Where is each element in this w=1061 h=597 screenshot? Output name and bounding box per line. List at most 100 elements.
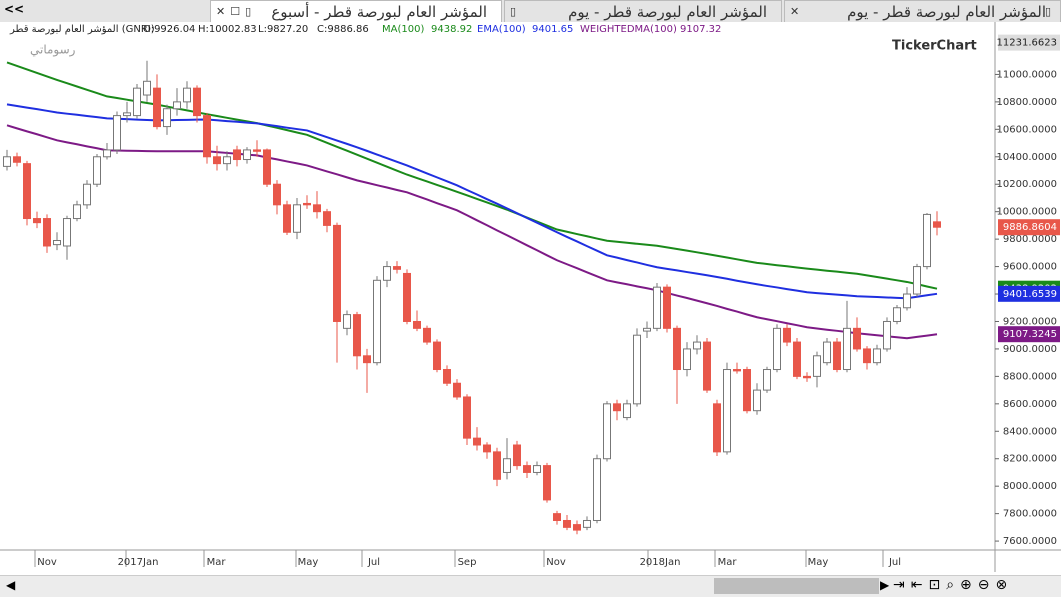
candle-body	[103, 149, 111, 158]
scroll-left[interactable]: ◀	[6, 578, 16, 592]
candle-body	[273, 183, 281, 206]
ohlc-value: O:9926.04	[143, 24, 195, 35]
candle-body	[363, 355, 371, 364]
chart: المؤشر العام لبورصة قطر (GNRI)O:9926.04 H…	[0, 22, 1061, 572]
collapse-button[interactable]: <<	[4, 2, 25, 16]
candle-body	[633, 334, 641, 405]
candle-body	[83, 183, 91, 206]
candle-body	[873, 348, 881, 364]
zoom-controls[interactable]: ⇥⇤⊡⌕⊕⊖⊗	[893, 577, 1014, 593]
tab[interactable]: المؤشر العام لبورصة قطر - يوم	[784, 0, 1061, 22]
candle-body	[233, 149, 241, 161]
candle-body	[113, 115, 121, 151]
candle-body	[453, 382, 461, 398]
tab[interactable]: المؤشر العام لبورصة قطر - أسبوع	[210, 0, 502, 22]
candle-body	[843, 327, 851, 371]
candle-body	[723, 369, 731, 453]
candle-body	[513, 444, 521, 467]
tab-controls[interactable]: ✕☐▯	[216, 5, 257, 18]
y-tick-label: 9800.0000	[1003, 234, 1057, 245]
ohlc-value: C:9886.86	[317, 24, 369, 35]
y-tick-label: 10200.0000	[997, 179, 1057, 190]
candle-body	[403, 272, 411, 322]
candle-body	[383, 266, 391, 281]
candle-body	[683, 348, 691, 371]
candle-body	[693, 341, 701, 350]
x-tick-label: Nov	[546, 557, 566, 568]
candle-body	[603, 403, 611, 460]
tab[interactable]: المؤشر العام لبورصة قطر - يوم	[504, 0, 782, 22]
x-tick-label: May	[808, 557, 829, 568]
x-tick-label: Mar	[207, 557, 227, 568]
candle-body	[623, 403, 631, 419]
candle-body	[563, 519, 571, 528]
legend-value: 9107.32	[680, 24, 721, 35]
candle-body	[223, 156, 231, 165]
candle-body	[373, 279, 381, 364]
y-tick-label: 10400.0000	[997, 152, 1057, 163]
x-tick-label: Jul	[888, 557, 901, 568]
candle-body	[733, 369, 741, 372]
candle-body	[913, 266, 921, 295]
candle-body	[3, 156, 11, 167]
candle-body	[73, 204, 81, 220]
ma-line	[6, 103, 938, 300]
candle-body	[833, 341, 841, 371]
last-value-box	[998, 326, 1060, 343]
y-tick-label: 10000.0000	[997, 207, 1057, 218]
candle-body	[863, 348, 871, 364]
ma-line	[6, 124, 938, 340]
candle-body	[13, 156, 21, 163]
candle-body	[773, 327, 781, 371]
last-value-label: 9886.8604	[1003, 222, 1057, 233]
scroll-right[interactable]: ▶	[880, 578, 890, 592]
candle-body	[133, 87, 141, 117]
candle-body	[533, 465, 541, 473]
logo: TickerChart	[892, 39, 977, 54]
candle-body	[803, 375, 811, 379]
candle-body	[193, 87, 201, 117]
x-tick-label: Jul	[367, 557, 380, 568]
tab-controls[interactable]: ▯	[510, 5, 517, 18]
candle-body	[463, 396, 471, 439]
last-value-box	[998, 219, 1060, 236]
candle-body	[893, 307, 901, 322]
candle-body	[713, 403, 721, 453]
candle-body	[423, 327, 431, 343]
candle-body	[743, 369, 751, 412]
candle-body	[303, 202, 311, 206]
candle-body	[183, 87, 191, 103]
legend-value: 9401.65	[532, 24, 573, 35]
candle-body	[63, 218, 71, 247]
candle-body	[793, 341, 801, 377]
candle-body	[43, 218, 51, 247]
candle-body	[663, 286, 671, 329]
candle-body	[553, 513, 561, 521]
candle-body	[323, 211, 331, 226]
candle-body	[613, 403, 621, 412]
y-tick-label: 7800.0000	[1003, 509, 1057, 520]
scrollbar-thumb[interactable]	[714, 578, 879, 594]
tab-controls[interactable]: ▯	[1045, 5, 1052, 18]
y-tick-label: 10800.0000	[997, 97, 1057, 108]
tab-controls[interactable]: ✕	[790, 5, 800, 18]
candle-body	[313, 204, 321, 213]
y-tick-label: 8200.0000	[1003, 454, 1057, 465]
candle-body	[813, 355, 821, 377]
ohlc-value: L:9827.20	[258, 24, 308, 35]
candle-body	[173, 101, 181, 110]
candle-body	[203, 115, 211, 158]
candle-body	[483, 444, 491, 453]
legend-name: WEIGHTEDMA(100)	[580, 24, 677, 35]
ma-line	[6, 61, 938, 290]
candle-body	[523, 465, 531, 473]
last-value-label: 9107.3245	[1003, 329, 1057, 340]
last-value-box	[998, 285, 1060, 302]
candle-body	[753, 389, 761, 412]
y-tick-label: 8600.0000	[1003, 399, 1057, 410]
candle-body	[923, 213, 931, 268]
x-tick-label: Sep	[458, 557, 477, 568]
candle-body	[763, 369, 771, 391]
toolbar: ◀ ▶ ⇥⇤⊡⌕⊕⊖⊗	[0, 575, 1061, 597]
